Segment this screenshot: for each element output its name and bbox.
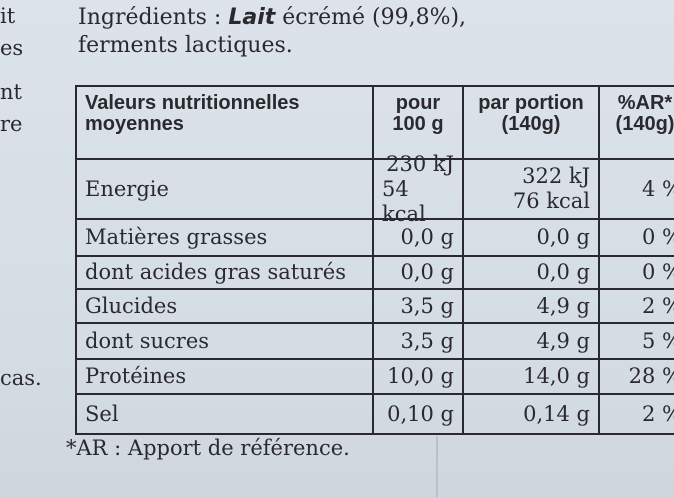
cell-text: 100 g	[392, 113, 444, 135]
cell-text: par portion	[478, 92, 584, 114]
cell-text: dont acides gras saturés	[85, 260, 347, 284]
table-cell: Energie	[75, 158, 374, 220]
table-cell: 4,9 g	[462, 288, 600, 324]
table-cell: 2 %	[598, 288, 674, 324]
table-cell: Protéines	[75, 358, 374, 395]
cell-text: Protéines	[85, 364, 187, 388]
cell-text: Matières grasses	[85, 225, 268, 249]
margin-fragment: cas.	[0, 366, 42, 390]
cell-text: 2 %	[642, 401, 674, 426]
table-cell: 0 %	[598, 218, 674, 257]
margin-fragment: re	[0, 112, 23, 136]
table-cell: 28 %	[598, 358, 674, 395]
header-cell: par portion (140g)	[462, 85, 600, 160]
ingredients: Ingrédients : Lait écrémé (99,8%), ferme…	[78, 4, 466, 60]
cell-text: Valeurs nutritionnelles	[85, 92, 300, 114]
table-cell: 0,0 g	[372, 255, 464, 290]
table-cell: 4 %	[598, 158, 674, 220]
cell-text: 322 kJ	[522, 164, 590, 188]
cell-text: (140g)	[501, 113, 561, 135]
table-cell: 5 %	[598, 322, 674, 360]
cell-text: 0,0 g	[536, 260, 590, 284]
cell-text: 0,0 g	[536, 225, 590, 249]
table-cell: 2 %	[598, 393, 674, 435]
fold-line	[436, 436, 438, 497]
header-cell: %AR* (140g)	[598, 85, 674, 160]
cell-text: 0,0 g	[400, 260, 454, 284]
cell-text: (140g)	[615, 113, 674, 135]
table-cell: 0,10 g	[372, 393, 464, 435]
cell-text: 0,14 g	[523, 401, 590, 426]
cell-text: 3,5 g	[400, 293, 454, 318]
cell-text: 54 kcal	[382, 176, 426, 226]
header-cell: Valeurs nutritionnelles moyennes	[75, 85, 374, 160]
cell-text: moyennes	[85, 113, 184, 135]
cell-text: 5 %	[642, 328, 674, 353]
cell-text: 28 %	[628, 364, 674, 388]
table-cell: Glucides	[75, 288, 374, 324]
table-cell: Sel	[75, 393, 374, 435]
cell-text: 4,9 g	[536, 293, 590, 318]
margin-fragment: es	[0, 36, 24, 60]
cell-text: Energie	[85, 176, 169, 201]
cell-text: 3,5 g	[400, 328, 454, 353]
table-cell: 3,5 g	[372, 322, 464, 360]
ingredients-label: Ingrédients :	[78, 5, 222, 30]
table-cell: dont acides gras saturés	[75, 255, 374, 290]
cell-text: 0,10 g	[387, 401, 454, 426]
cell-text: 230 kJ	[386, 151, 454, 176]
cell-text: pour	[395, 92, 441, 114]
cell-text: 0,0 g	[400, 225, 454, 249]
ingredients-line2: ferments lactiques.	[78, 33, 293, 58]
cell-text: Glucides	[85, 293, 178, 318]
cell-text: 2 %	[642, 293, 674, 318]
ingredients-rest: écrémé (99,8%),	[282, 5, 467, 30]
cell-text: %AR*	[617, 92, 673, 114]
cell-text: 4 %	[642, 176, 674, 201]
table-cell: 14,0 g	[462, 358, 600, 395]
cell-text: 0 %	[642, 225, 674, 249]
footnote: *AR : Apport de référence.	[66, 436, 350, 460]
cell-text: 76 kcal	[512, 189, 590, 213]
cell-text: 10,0 g	[387, 364, 454, 388]
table-cell: 0,0 g	[462, 218, 600, 257]
cell-text: 14,0 g	[523, 364, 590, 388]
margin-fragment: nt	[0, 80, 22, 104]
margin-fragment: it	[0, 4, 16, 28]
table-cell: 322 kJ 76 kcal	[462, 158, 600, 220]
cell-text: Sel	[85, 401, 119, 426]
table-cell: 3,5 g	[372, 288, 464, 324]
table-cell: 0,0 g	[462, 255, 600, 290]
table-cell: 230 kJ 54 kcal	[372, 152, 464, 226]
table-cell: 0 %	[598, 255, 674, 290]
table-cell: Matières grasses	[75, 218, 374, 257]
ingredients-highlight: Lait	[228, 5, 276, 30]
cell-text: dont sucres	[85, 328, 210, 353]
cell-text: 0 %	[642, 260, 674, 284]
header-cell: pour 100 g	[372, 85, 464, 160]
table-cell: dont sucres	[75, 322, 374, 360]
cell-text: 4,9 g	[536, 328, 590, 353]
table-cell: 10,0 g	[372, 358, 464, 395]
table-cell: 0,14 g	[462, 393, 600, 435]
table-cell: 0,0 g	[372, 218, 464, 257]
table-cell: 4,9 g	[462, 322, 600, 360]
